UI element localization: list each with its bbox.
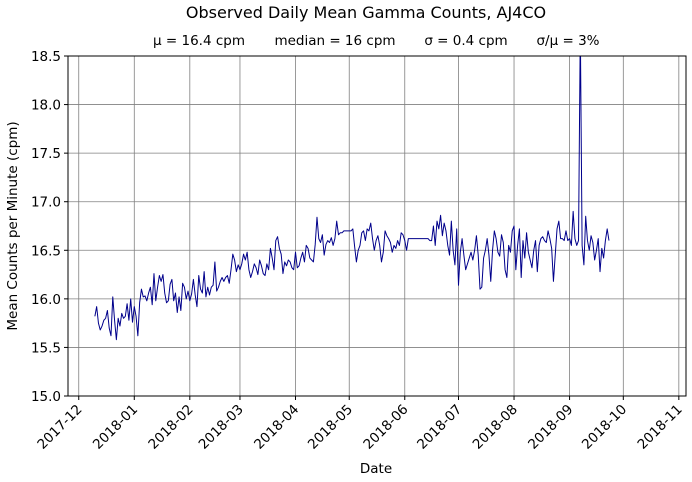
x-tick-label: 2018-11 — [634, 402, 685, 453]
x-tick-label: 2018-10 — [579, 402, 630, 453]
x-tick-label: 2018-03 — [196, 402, 247, 453]
y-axis-label: Mean Counts per Minute (cpm) — [5, 121, 21, 330]
x-tick-label: 2018-06 — [360, 402, 411, 453]
y-tick-label: 16.0 — [31, 292, 61, 308]
stat-mean: μ = 16.4 cpm — [153, 33, 245, 49]
series-line — [94, 56, 610, 341]
stat-sigma: σ = 0.4 cpm — [424, 33, 507, 49]
y-tick-label: 16.5 — [31, 243, 61, 259]
stat-cv: σ/μ = 3% — [536, 33, 599, 49]
x-tick-label: 2018-02 — [145, 402, 196, 453]
y-tick-label: 17.0 — [31, 195, 61, 211]
y-tick-label: 17.5 — [31, 146, 61, 162]
x-tick-label: 2018-07 — [414, 402, 465, 453]
y-tick-label: 15.0 — [31, 389, 61, 405]
series-layer — [94, 56, 610, 341]
x-tick-label: 2018-04 — [251, 402, 302, 453]
x-axis-label: Date — [360, 461, 392, 477]
y-tick-label: 18.5 — [31, 49, 61, 65]
x-tick-label: 2018-05 — [305, 402, 356, 453]
x-tick-label: 2018-09 — [525, 402, 576, 453]
plot-frame — [67, 55, 687, 397]
y-tick-label: 15.5 — [31, 340, 61, 356]
x-tick-label: 2018-01 — [90, 402, 141, 453]
x-tick-label: 2018-08 — [470, 402, 521, 453]
chart-title: Observed Daily Mean Gamma Counts, AJ4CO — [186, 3, 546, 22]
x-tick-label: 2017-12 — [34, 402, 85, 453]
grid — [68, 55, 686, 397]
y-tick-label: 18.0 — [31, 98, 61, 114]
stat-median: median = 16 cpm — [274, 33, 395, 49]
